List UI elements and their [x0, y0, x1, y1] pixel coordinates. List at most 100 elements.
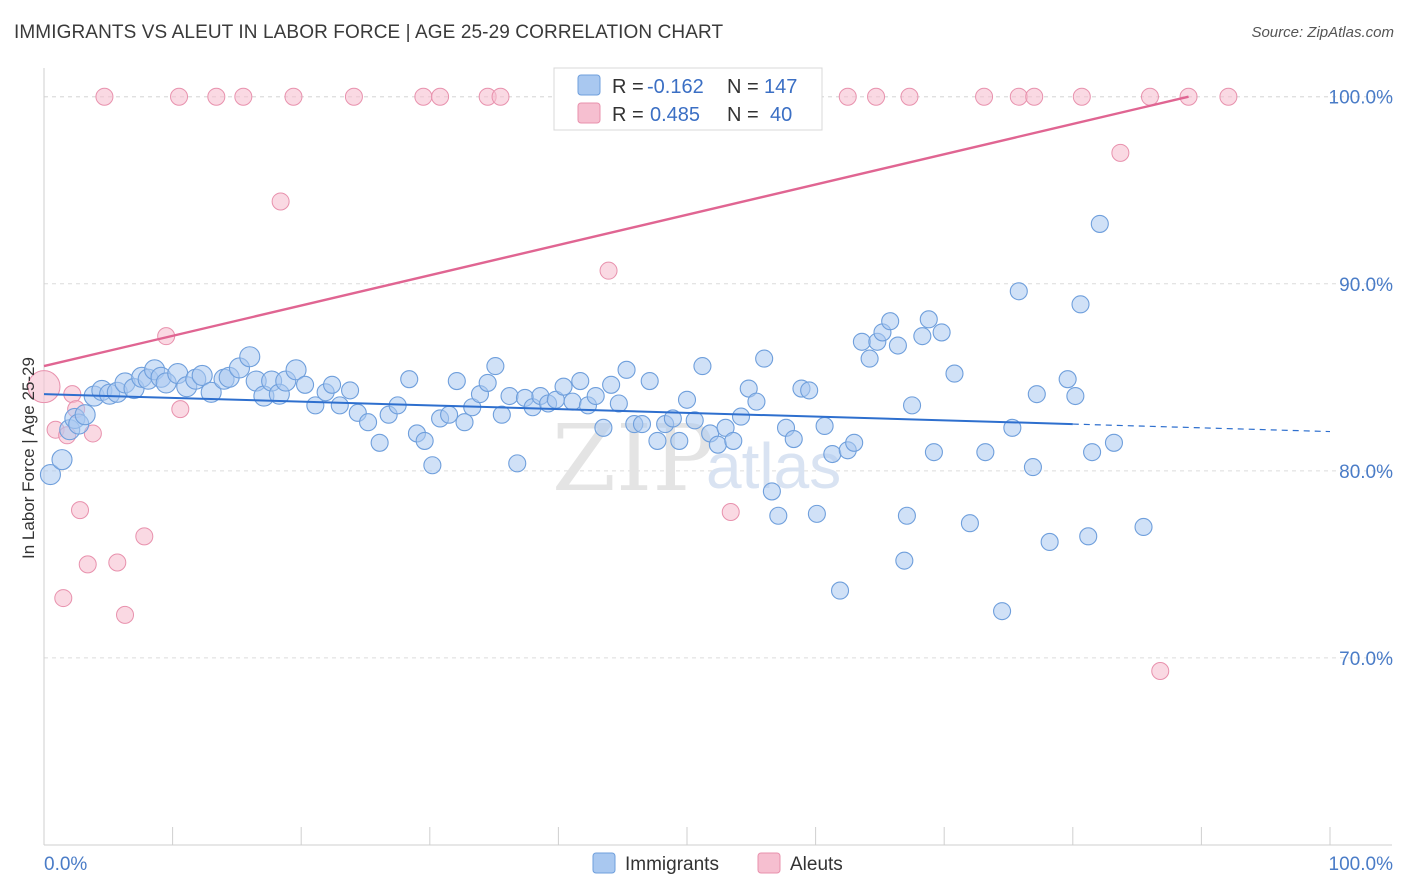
- aleuts-point: [78, 555, 97, 574]
- aleuts-point: [1009, 87, 1028, 106]
- immigrants-point: [602, 375, 621, 394]
- legend-aleuts-n-label: N =: [727, 104, 759, 126]
- immigrants-point: [708, 435, 727, 454]
- immigrants-trend-line: [43, 393, 1073, 426]
- immigrants-point: [1134, 517, 1153, 537]
- aleuts-trend-line: [43, 95, 1189, 368]
- immigrants-point: [1040, 532, 1059, 551]
- legend-immigrants-r-value: -0.162: [647, 76, 704, 98]
- legend-immigrants-n-value: 147: [764, 76, 797, 98]
- immigrants-point: [370, 433, 389, 452]
- immigrants-point: [932, 323, 951, 342]
- aleuts-point: [54, 589, 73, 608]
- y-tick-label: 70.0%: [1339, 649, 1393, 670]
- source-label: Source: ZipAtlas.com: [1251, 24, 1394, 41]
- immigrants-point: [993, 602, 1012, 621]
- immigrants-point: [617, 360, 636, 379]
- immigrants-point: [1058, 370, 1077, 389]
- legend-aleuts-r-label: R =: [612, 104, 644, 126]
- immigrants-point: [296, 375, 315, 394]
- aleuts-point: [135, 527, 154, 546]
- y-tick-label: 90.0%: [1339, 275, 1393, 296]
- aleuts-point: [975, 87, 994, 106]
- aleuts-point: [1140, 87, 1159, 106]
- gridlines: [44, 96, 1392, 659]
- immigrants-point: [919, 310, 938, 329]
- immigrants-points: [39, 214, 1153, 621]
- immigrants-point: [632, 415, 652, 434]
- aleuts-point: [95, 87, 114, 106]
- immigrants-point: [897, 506, 916, 525]
- immigrants-point: [1066, 386, 1085, 406]
- immigrants-point: [239, 346, 261, 368]
- immigrants-point: [895, 551, 914, 570]
- immigrants-point: [860, 349, 879, 368]
- immigrants-point: [945, 364, 964, 383]
- immigrants-point: [191, 364, 213, 386]
- aleuts-point: [207, 87, 226, 106]
- aleuts-point: [1111, 143, 1130, 162]
- immigrants-point: [74, 404, 96, 426]
- aleuts-point: [171, 400, 190, 419]
- aleuts-point: [344, 87, 363, 106]
- immigrants-point: [845, 433, 864, 452]
- immigrants-point: [455, 413, 474, 432]
- legend-immigrants-r-label: R =: [612, 76, 644, 98]
- immigrants-point: [762, 482, 781, 501]
- immigrants-point: [1083, 443, 1102, 462]
- immigrants-point: [823, 444, 842, 464]
- x-tick-label: 0.0%: [44, 854, 87, 875]
- immigrants-point: [913, 327, 932, 346]
- immigrants-point: [39, 464, 61, 486]
- aleuts-point: [1219, 87, 1238, 106]
- immigrants-point: [563, 392, 582, 411]
- immigrants-point: [285, 359, 307, 381]
- immigrants-point: [663, 409, 682, 428]
- trend-lines: [43, 95, 1331, 433]
- immigrants-point: [755, 349, 774, 368]
- immigrants-point: [594, 418, 613, 437]
- immigrants-point: [500, 386, 519, 406]
- immigrants-point: [492, 405, 511, 424]
- immigrants-point: [1090, 214, 1109, 233]
- legend-aleuts-n-value: 40: [770, 104, 792, 126]
- immigrants-point: [807, 504, 826, 523]
- immigrants-point: [51, 449, 73, 471]
- immigrants-point: [609, 394, 628, 413]
- bottom-legend-aleuts-swatch: [757, 852, 781, 874]
- immigrants-point: [341, 381, 360, 400]
- aleuts-point: [867, 87, 886, 106]
- immigrants-point: [1003, 418, 1022, 437]
- immigrants-point: [423, 456, 442, 475]
- aleuts-point: [1072, 87, 1091, 106]
- immigrants-point: [815, 416, 834, 436]
- immigrants-point: [769, 506, 788, 525]
- aleuts-point: [1025, 87, 1044, 106]
- y-axis-label: In Labor Force | Age 25-29: [19, 357, 38, 559]
- aleuts-point: [271, 192, 290, 211]
- immigrants-point: [852, 332, 871, 351]
- immigrants-point: [554, 377, 573, 396]
- aleuts-point: [491, 87, 510, 106]
- immigrants-point: [400, 370, 419, 389]
- immigrants-point: [960, 514, 979, 533]
- immigrants-point: [571, 372, 590, 391]
- immigrants-point: [888, 336, 907, 355]
- immigrants-point: [359, 413, 378, 432]
- x-tick-labels: 0.0% 100.0%: [44, 854, 1393, 875]
- immigrants-point: [902, 396, 922, 415]
- legend-aleuts-swatch: [577, 102, 601, 124]
- immigrants-point: [976, 443, 995, 462]
- aleuts-point: [838, 87, 857, 106]
- immigrants-point: [447, 372, 466, 391]
- aleuts-point: [414, 87, 433, 106]
- axes: [43, 68, 1392, 846]
- immigrants-point: [440, 405, 459, 424]
- immigrants-point: [486, 357, 505, 376]
- watermark: ZIP atlas: [552, 405, 841, 512]
- y-tick-label: 80.0%: [1339, 462, 1393, 483]
- bottom-legend-immigrants-label: Immigrants: [625, 854, 719, 875]
- bottom-legend-aleuts-label: Aleuts: [790, 854, 843, 875]
- immigrants-point: [586, 386, 605, 406]
